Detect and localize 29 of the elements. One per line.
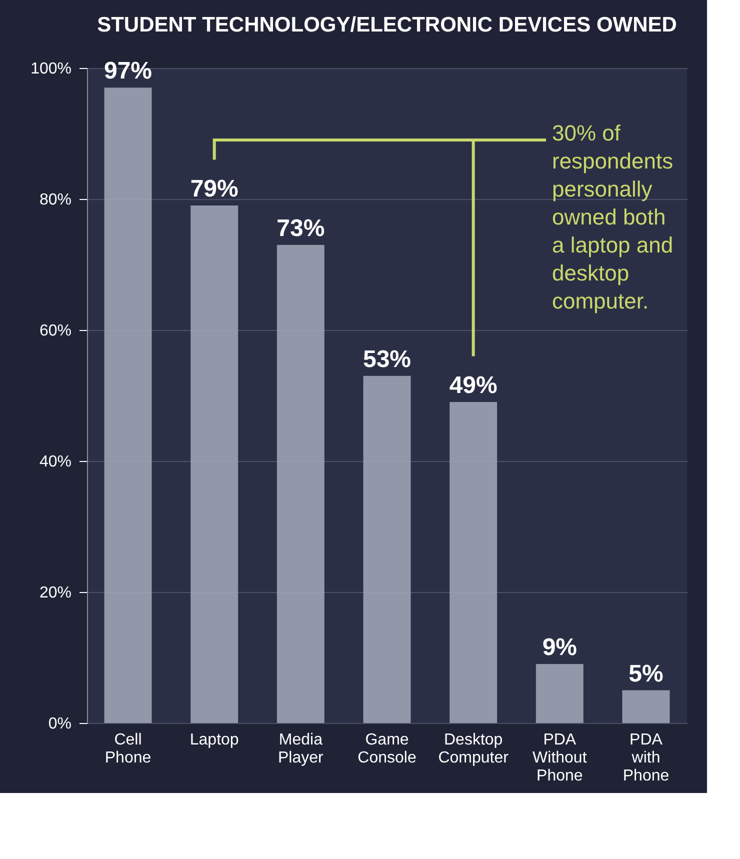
data-label: 9%	[542, 634, 578, 662]
y-tick-label: 80%	[39, 192, 72, 208]
annotation: 30% of respondents personally owned both a laptop and desktop computer.	[552, 120, 674, 314]
x-tick-label: Game Console	[358, 732, 416, 766]
data-label: 5%	[628, 660, 664, 688]
x-tick-label: PDA with Phone	[622, 732, 670, 784]
data-label: 79%	[190, 176, 238, 203]
x-tick-label: Desktop Computer	[438, 732, 510, 766]
y-tick-label: 40%	[39, 454, 72, 470]
y-tick-label: 20%	[39, 584, 72, 602]
x-tick-label: Laptop	[190, 732, 239, 748]
bar	[363, 376, 411, 723]
bar	[276, 244, 324, 723]
data-label: 49%	[449, 372, 498, 400]
x-tick-label: Cell Phone	[104, 732, 152, 766]
data-label: 97%	[104, 58, 152, 85]
bar	[190, 206, 238, 723]
bar	[104, 88, 152, 723]
data-label: 53%	[362, 346, 412, 373]
x-tick-label: Media Player	[278, 732, 324, 766]
data-label: 73%	[276, 214, 325, 242]
x-tick-label: PDA Without Phone	[532, 732, 588, 784]
y-tick-label: 0%	[48, 716, 72, 732]
bar	[622, 690, 670, 723]
y-tick-label: 100%	[30, 60, 72, 78]
chart-title: STUDENT TECHNOLOGY/ELECTRONIC DEVICES OWNED	[97, 14, 677, 37]
bar	[536, 664, 584, 723]
bar	[450, 402, 498, 723]
y-tick-label: 60%	[39, 322, 72, 340]
